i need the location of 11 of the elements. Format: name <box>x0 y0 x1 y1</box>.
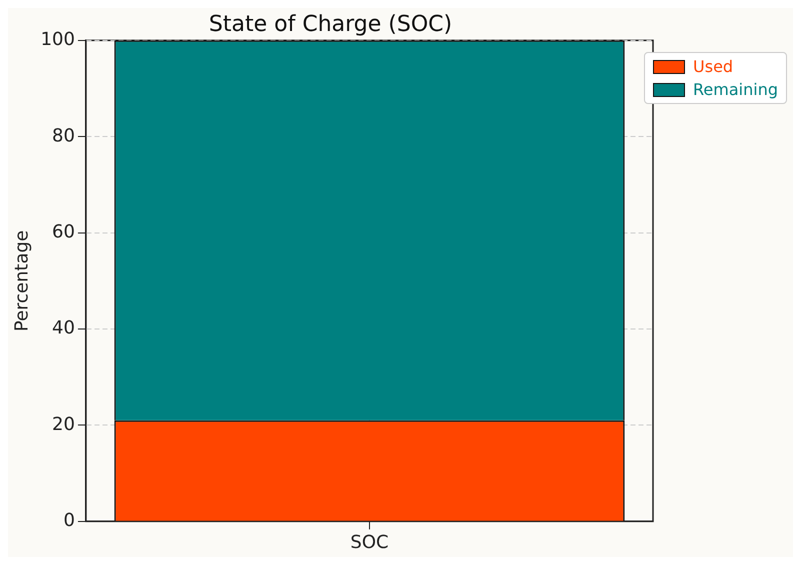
y-tick-label: 20 <box>52 414 75 435</box>
text: Remaining <box>693 80 778 99</box>
y-tick-label: 100 <box>40 29 75 50</box>
x-tick-label: SOC <box>350 532 389 553</box>
y-tick-label: 0 <box>64 510 75 532</box>
y-tick-label: 60 <box>52 221 75 242</box>
y-axis-title: Percentage <box>11 230 32 332</box>
y-tick-label: 40 <box>52 318 75 339</box>
legend-label: Used <box>693 57 734 76</box>
y-tick-label: 80 <box>52 125 75 146</box>
chart-title: State of Charge (SOC) <box>208 12 452 37</box>
